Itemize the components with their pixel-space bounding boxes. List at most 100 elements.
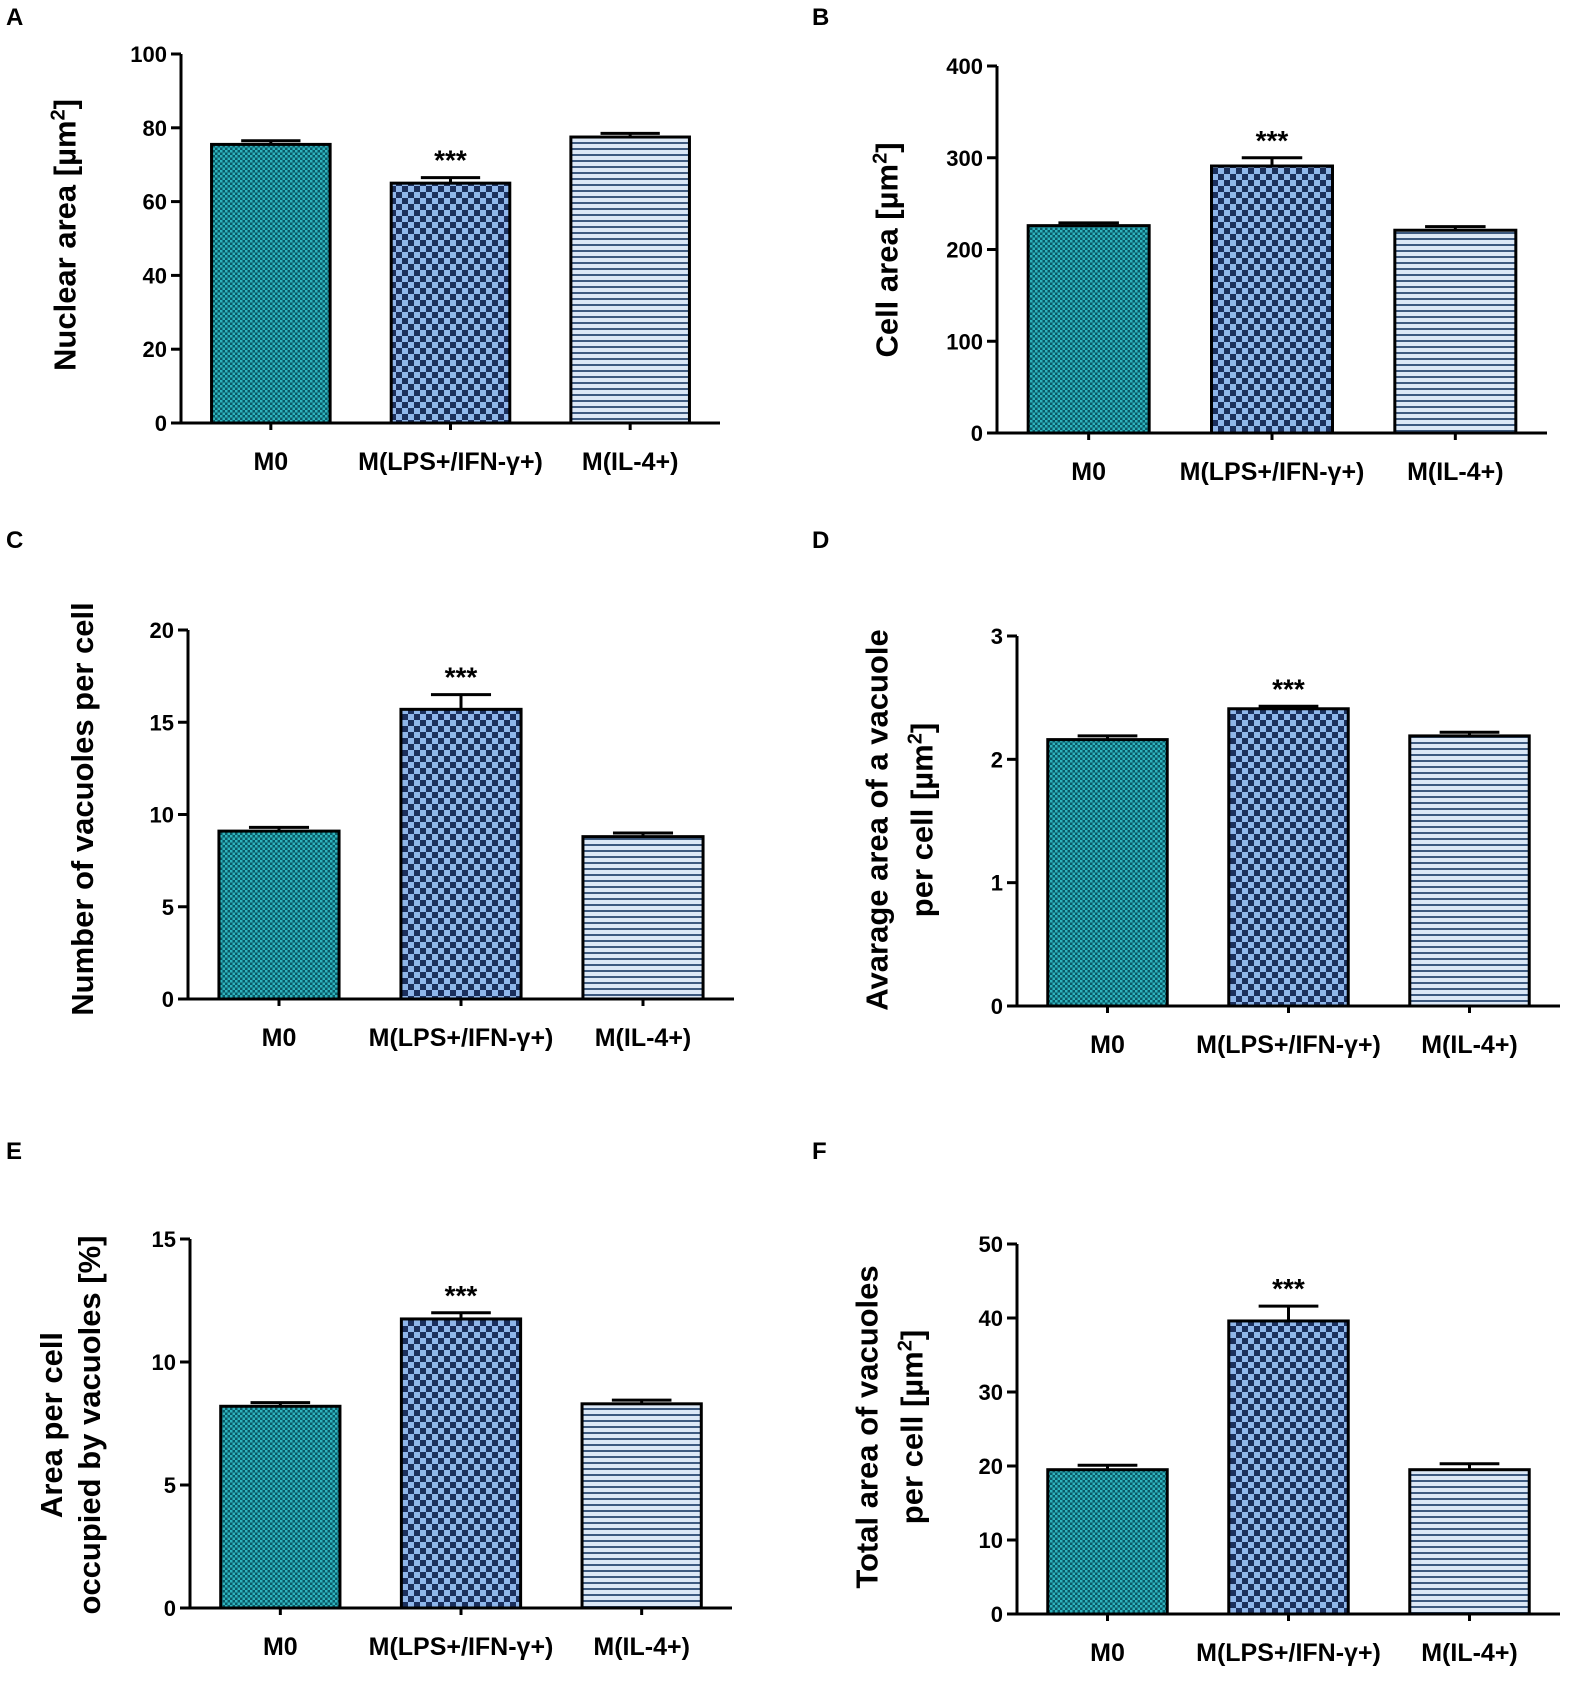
significance-label-b: ***	[1256, 125, 1289, 156]
error-bar-il4-f	[1439, 1462, 1500, 1470]
y-tick-label-c: 15	[150, 710, 174, 735]
panel-letter-d: D	[812, 527, 830, 554]
y-tick-label-d: 2	[991, 747, 1003, 772]
error-bar-lps-a	[420, 176, 481, 184]
x-tick-label-il4-e: M(IL-4+)	[593, 1633, 690, 1661]
chart-panel-c: M0 *** M(LPS+/IFN-γ+) M(IL-4+) 0 5 10 15 20	[0, 0, 784, 1100]
y-tick-label-f: 20	[979, 1454, 1003, 1479]
y-tick-label-e: 0	[164, 1596, 176, 1621]
significance-label-e: ***	[445, 1280, 478, 1311]
bar-lps-e	[399, 1317, 523, 1610]
error-bar-m0-f	[1077, 1463, 1138, 1470]
x-tick-label-il4-f: M(IL-4+)	[1421, 1639, 1518, 1667]
error-bar-il4-d	[1439, 730, 1500, 736]
error-bar-m0-d	[1077, 734, 1138, 740]
x-tick-label-lps-c: M(LPS+/IFN-γ+)	[369, 1024, 554, 1052]
x-tick-label-lps-f: M(LPS+/IFN-γ+)	[1196, 1639, 1381, 1667]
y-tick-label-d: 3	[991, 624, 1003, 649]
y-tick-label-c: 0	[162, 987, 174, 1012]
y-tick-label-f: 30	[979, 1380, 1003, 1405]
chart-svg-c: M0 *** M(LPS+/IFN-γ+) M(IL-4+) 0 5 10 15 20	[150, 618, 734, 1052]
chart-panel-b: M0 *** M(LPS+/IFN-γ+) M(IL-4+) 0 100 200 300 400	[0, 0, 1569, 540]
chart-svg-e: M0 *** M(LPS+/IFN-γ+) M(IL-4+) 0 5 10 15	[152, 1227, 732, 1661]
error-bar-m0-c	[248, 825, 310, 832]
y-tick-label-e: 10	[152, 1350, 176, 1375]
error-bar-m0-e	[250, 1401, 311, 1407]
y-tick-label-c: 5	[162, 895, 174, 920]
error-bar-lps-c	[430, 693, 492, 710]
y-tick-label-f: 40	[979, 1306, 1003, 1331]
panel-letter-f: F	[812, 1138, 827, 1165]
x-tick-label-m0-d: M0	[1090, 1031, 1125, 1059]
significance-label-d: ***	[1272, 673, 1305, 704]
bar-lps-b	[1210, 164, 1334, 435]
y-tick-label-b: 300	[946, 146, 983, 171]
y-tick-label-f: 50	[979, 1232, 1003, 1257]
error-bar-lps-d	[1258, 704, 1319, 709]
error-bar-lps-b	[1241, 156, 1303, 167]
y-tick-label-f: 0	[991, 1602, 1003, 1627]
y-tick-label-b: 100	[946, 329, 983, 354]
x-tick-label-m0-b: M0	[1071, 458, 1106, 486]
panel-letter-c: C	[6, 527, 24, 554]
error-bar-il4-c	[612, 831, 674, 837]
chart-svg-b: M0 *** M(LPS+/IFN-γ+) M(IL-4+) 0 100 200 300 400	[946, 54, 1547, 486]
panel-letter-a: A	[6, 4, 24, 31]
bar-lps-a	[389, 181, 512, 425]
x-tick-label-m0-a: M0	[253, 448, 288, 476]
bar-m0-a	[210, 142, 332, 425]
bar-il4-d	[1408, 734, 1531, 1008]
bar-il4-f	[1408, 1468, 1531, 1616]
y-tick-label-a: 0	[155, 411, 167, 436]
error-bar-lps-e	[431, 1311, 491, 1319]
x-tick-label-lps-a: M(LPS+/IFN-γ+)	[358, 448, 543, 476]
bar-m0-f	[1046, 1468, 1169, 1616]
chart-svg-a: M0 *** M(LPS+/IFN-γ+) M(IL-4+) 0 20 40 60 80 100	[130, 42, 720, 476]
bar-m0-b	[1026, 224, 1151, 435]
y-tick-label-e: 15	[152, 1227, 176, 1252]
y-tick-label-e: 5	[164, 1473, 176, 1498]
y-tick-label-c: 20	[150, 618, 174, 643]
y-tick-label-a: 20	[143, 337, 167, 362]
x-tick-label-m0-e: M0	[263, 1633, 298, 1661]
significance-label-c: ***	[445, 662, 478, 693]
bar-lps-f	[1227, 1319, 1350, 1616]
y-tick-label-a: 80	[143, 116, 167, 141]
x-tick-label-il4-a: M(IL-4+)	[582, 448, 679, 476]
y-tick-label-d: 1	[991, 871, 1003, 896]
panel-letter-b: B	[812, 4, 830, 31]
chart-panel-a: M0 *** M(LPS+/IFN-γ+) M(IL-4+) 0 20 40 60 80 100	[0, 0, 784, 540]
axes-d	[1015, 636, 1560, 1008]
error-bar-il4-a	[600, 131, 660, 138]
x-tick-label-il4-d: M(IL-4+)	[1421, 1031, 1518, 1059]
axes-e	[188, 1239, 732, 1610]
chart-svg-d: M0 *** M(LPS+/IFN-γ+) M(IL-4+) 0 1 2 3	[991, 624, 1560, 1059]
error-bar-il4-b	[1425, 225, 1486, 231]
error-bar-il4-e	[611, 1398, 672, 1404]
y-tick-label-f: 10	[979, 1528, 1003, 1553]
axes-f	[1015, 1244, 1560, 1616]
panel-letter-e: E	[6, 1138, 23, 1165]
significance-label-a: ***	[434, 145, 467, 176]
axes-a	[179, 54, 720, 425]
y-tick-label-b: 0	[971, 421, 983, 446]
y-tick-label-b: 200	[946, 238, 983, 263]
chart-panel-e: M0 *** M(LPS+/IFN-γ+) M(IL-4+) 0 5 10 15	[0, 0, 784, 1688]
error-bar-m0-a	[241, 139, 301, 145]
y-tick-label-a: 60	[143, 190, 167, 215]
error-bar-m0-b	[1058, 221, 1119, 226]
x-tick-label-lps-e: M(LPS+/IFN-γ+)	[369, 1633, 554, 1661]
bar-il4-e	[580, 1402, 703, 1610]
x-tick-label-m0-f: M0	[1090, 1639, 1125, 1667]
error-bar-lps-f	[1258, 1304, 1319, 1321]
bar-il4-a	[569, 135, 691, 425]
x-tick-label-m0-c: M0	[262, 1024, 297, 1052]
y-tick-label-c: 10	[150, 803, 174, 828]
bar-il4-b	[1393, 228, 1518, 435]
y-tick-label-a: 40	[143, 263, 167, 288]
x-tick-label-lps-d: M(LPS+/IFN-γ+)	[1196, 1031, 1381, 1059]
y-tick-label-d: 0	[991, 994, 1003, 1019]
significance-label-f: ***	[1272, 1273, 1305, 1304]
